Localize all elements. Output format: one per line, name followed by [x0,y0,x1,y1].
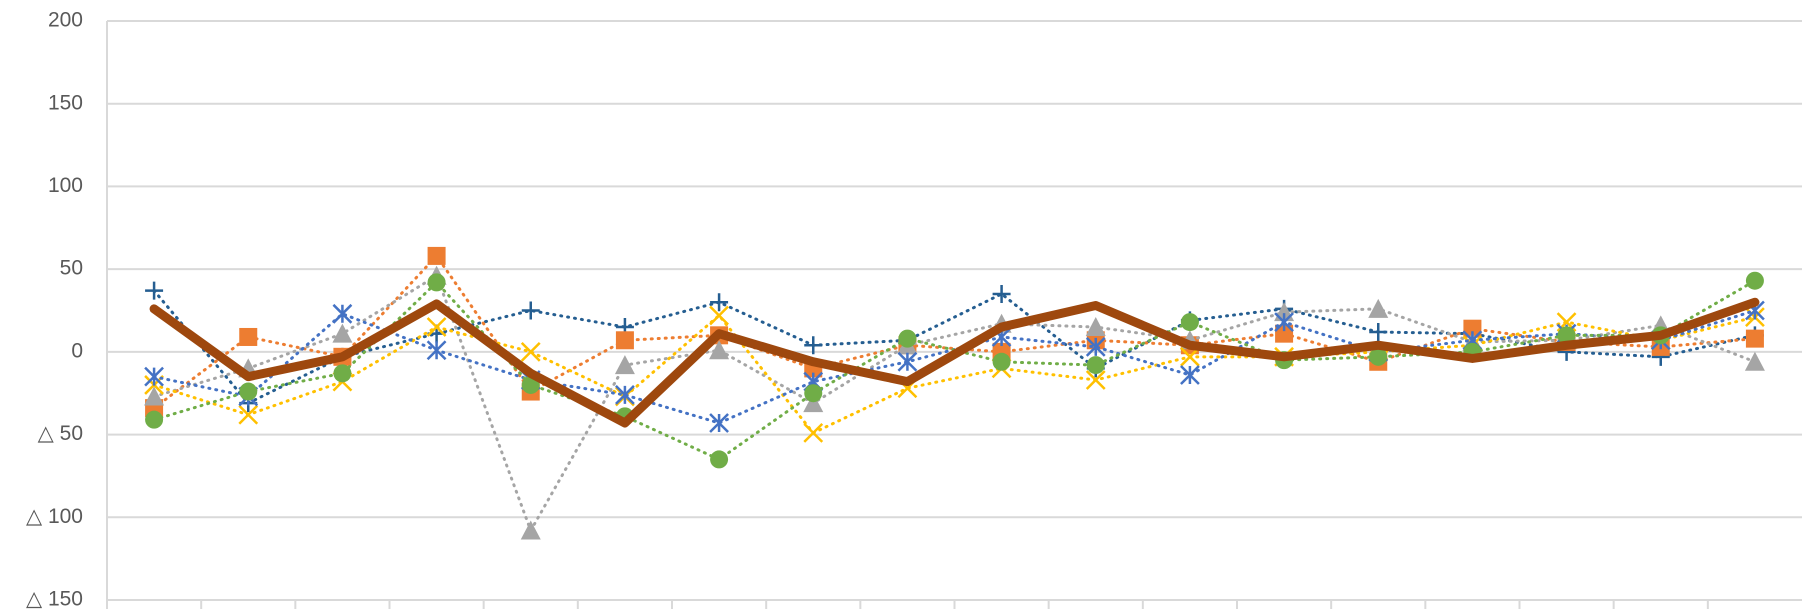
marker [1274,312,1294,332]
marker [1745,271,1764,290]
marker [615,331,634,350]
y-tick-label: 100 [48,174,83,197]
marker [144,366,164,387]
marker [426,340,447,361]
marker [1369,347,1388,366]
marker [709,413,729,433]
marker [1369,323,1388,342]
y-tick-label: △ 150 [26,588,83,609]
marker [1368,298,1389,318]
marker [898,329,917,348]
marker [520,520,541,540]
marker [1180,365,1200,385]
marker [427,246,446,265]
marker [804,336,823,355]
series-line [152,254,1757,410]
marker [1180,346,1200,367]
marker [710,293,729,312]
marker [520,341,541,362]
marker [332,303,353,324]
marker [1085,317,1106,337]
series-line [152,289,1757,405]
marker [897,351,918,372]
marker [333,364,352,383]
marker [1744,351,1765,371]
y-tick-label: 50 [60,257,83,280]
marker [1085,370,1106,390]
series-line [149,297,1760,428]
marker [145,410,164,429]
marker [992,352,1011,371]
marker [1086,356,1105,375]
marker [427,273,446,292]
y-tick-label: △ 50 [38,422,83,445]
marker [615,384,635,405]
marker [1085,337,1106,357]
marker [239,327,258,346]
marker [332,323,353,343]
marker [1557,326,1576,345]
marker [238,404,259,425]
marker [1463,319,1482,338]
series-line [152,313,1757,435]
y-tick-label: △ 100 [26,505,83,528]
marker [710,450,729,469]
marker [614,355,635,375]
marker [803,393,824,413]
marker [1275,324,1294,343]
marker [426,317,447,337]
marker [1745,329,1764,348]
marker [992,284,1011,303]
marker [144,386,165,406]
marker [709,305,729,326]
marker [1180,313,1199,332]
marker [239,382,258,401]
marker [709,340,730,360]
y-tick-label: 0 [71,339,83,362]
marker [804,384,823,403]
y-tick-label: 200 [48,9,83,32]
series-line [152,274,1757,533]
marker [803,423,824,443]
marker [521,301,540,320]
y-tick-label: 150 [48,91,83,114]
series-line [152,279,1757,461]
marker [145,281,164,300]
